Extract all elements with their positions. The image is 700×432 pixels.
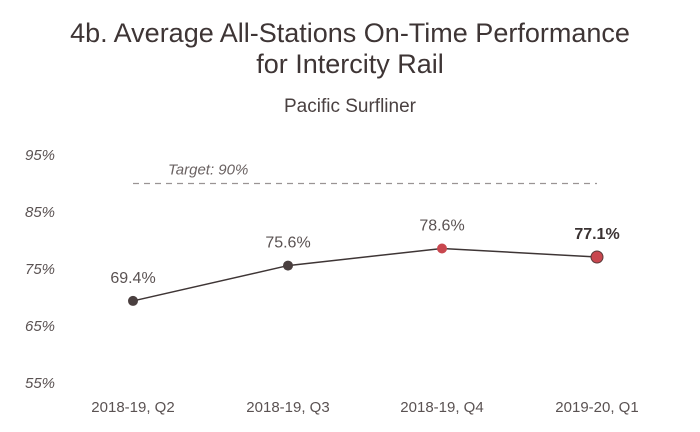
data-label: 69.4% bbox=[110, 270, 155, 287]
series-group: 69.4% 75.6% 78.6% 77.1% bbox=[110, 217, 620, 306]
chart-subtitle: Pacific Surfliner bbox=[284, 96, 416, 117]
data-label: 78.6% bbox=[419, 217, 464, 234]
y-tick-label: 95% bbox=[25, 147, 55, 164]
y-tick-label: 65% bbox=[25, 318, 55, 335]
x-tick-label: 2019-20, Q1 bbox=[555, 399, 638, 416]
x-tick-label: 2018-19, Q2 bbox=[91, 399, 174, 416]
chart-title: 4b. Average All-Stations On-Time Perform… bbox=[0, 18, 700, 80]
data-point bbox=[283, 260, 293, 271]
data-label: 75.6% bbox=[265, 235, 310, 252]
x-tick-label: 2018-19, Q3 bbox=[246, 399, 329, 416]
target-line-group: Target: 90% bbox=[133, 162, 597, 185]
target-label: Target: 90% bbox=[168, 162, 248, 179]
y-tick-label: 75% bbox=[25, 261, 55, 278]
y-axis: 55% 65% 75% 85% 95% bbox=[25, 147, 55, 392]
chart-title-line-1: 4b. Average All-Stations On-Time Perform… bbox=[70, 18, 630, 48]
y-tick-label: 85% bbox=[25, 204, 55, 221]
chart-title-line-2: for Intercity Rail bbox=[256, 49, 444, 79]
data-label: 77.1% bbox=[574, 226, 619, 243]
x-tick-label: 2018-19, Q4 bbox=[400, 399, 483, 416]
data-point bbox=[590, 250, 604, 264]
series-line bbox=[132, 247, 598, 302]
x-axis: 2018-19, Q2 2018-19, Q3 2018-19, Q4 2019-20… bbox=[91, 399, 638, 416]
data-point bbox=[128, 295, 138, 306]
y-tick-label: 55% bbox=[25, 375, 55, 392]
data-point bbox=[437, 243, 447, 254]
